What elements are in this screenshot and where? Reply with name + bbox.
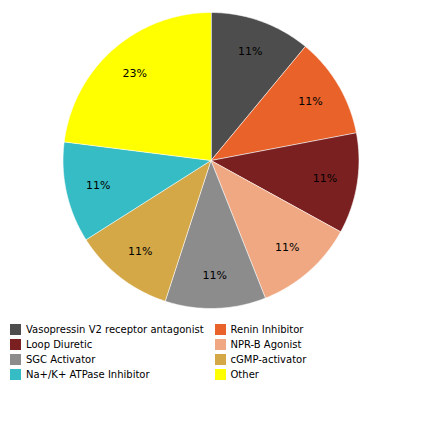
svg-text:11%: 11% [202, 269, 226, 282]
svg-text:11%: 11% [238, 45, 262, 58]
html-text:Loop Diuretic: Loop Diuretic [26, 339, 93, 350]
svg-text:23%: 23% [122, 67, 146, 80]
html-text:Na+/K+ ATPase Inhibitor: Na+/K+ ATPase Inhibitor [26, 369, 150, 380]
html-text:cGMP-activator: cGMP-activator [230, 354, 307, 365]
html-text:Renin Inhibitor: Renin Inhibitor [230, 324, 304, 335]
html-text:Vasopressin V2 receptor antago: Vasopressin V2 receptor antagonist [26, 324, 204, 335]
html-text:SGC Activator: SGC Activator [26, 354, 96, 365]
svg-text:11%: 11% [128, 245, 152, 258]
svg-text:11%: 11% [275, 241, 299, 254]
svg-text:11%: 11% [313, 172, 337, 185]
html-text:Other: Other [230, 369, 259, 380]
html-text:NPR-B Agonist: NPR-B Agonist [230, 339, 302, 350]
svg-text:11%: 11% [86, 179, 110, 192]
svg-text:11%: 11% [298, 95, 322, 108]
